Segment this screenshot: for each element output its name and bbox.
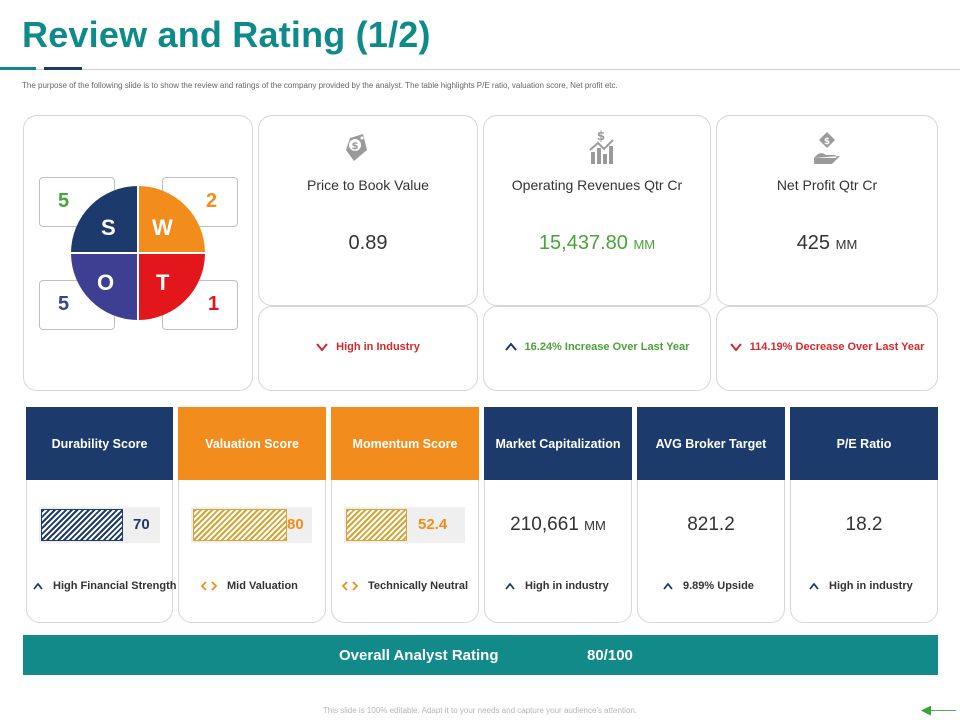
hand-money-icon: $ <box>814 132 840 164</box>
metric-value-operating-revenues: 15,437.80 MM <box>483 232 711 255</box>
overall-rating-bar: Overall Analyst Rating 80/100 <box>23 635 938 675</box>
chevron-up-icon <box>663 582 673 590</box>
operating-revenues-card <box>483 115 711 306</box>
trend-text-price-to-book: High in Industry <box>336 341 420 353</box>
valuation-score-value: 80 <box>287 516 304 533</box>
broker-target-footer-text: 9.89% Upside <box>683 580 754 592</box>
title-divider <box>0 69 960 70</box>
market-cap-unit: MM <box>584 518 606 533</box>
next-slide-arrow-icon[interactable]: —▶ <box>943 702 956 720</box>
svg-text:$: $ <box>824 137 830 147</box>
metric-number-net-profit: 425 <box>796 232 831 254</box>
pe-ratio-footer: High in industry <box>809 580 913 592</box>
svg-text:$: $ <box>597 129 605 143</box>
chevron-up-icon <box>33 582 43 590</box>
net-profit-trend-card <box>716 306 938 391</box>
market-cap-footer-text: High in industry <box>525 580 609 592</box>
chevron-down-icon <box>316 343 328 351</box>
header-momentum-score: Momentum Score <box>331 407 479 480</box>
valuation-footer-text: Mid Valuation <box>227 580 298 592</box>
footer-note: This slide is 100% editable. Adapt it to… <box>322 706 638 715</box>
metric-value-net-profit: 425 MM <box>716 232 938 255</box>
header-broker-target: AVG Broker Target <box>637 407 785 480</box>
code-brackets-icon <box>342 581 358 591</box>
overall-rating-value: 80/100 <box>587 647 633 664</box>
metric-label-price-to-book: Price to Book Value <box>307 177 429 193</box>
swot-circle: S W O T <box>71 186 205 320</box>
swot-letter-o: O <box>97 270 115 295</box>
swot-weakness-value: 2 <box>206 190 218 212</box>
title-accent-teal <box>0 67 36 70</box>
valuation-footer: Mid Valuation <box>201 580 298 592</box>
price-to-book-trend-card <box>258 306 478 391</box>
svg-text:$: $ <box>352 141 359 152</box>
swot-opportunity-value: 5 <box>58 293 70 315</box>
trend-operating-revenues: 16.24% Increase Over Last Year <box>483 341 711 353</box>
momentum-footer: Technically Neutral <box>342 580 468 592</box>
overall-rating-label: Overall Analyst Rating <box>339 647 499 664</box>
momentum-footer-text: Technically Neutral <box>368 580 469 592</box>
chevron-down-icon <box>729 343 742 351</box>
swot-threat-value: 1 <box>208 293 220 315</box>
chevron-up-icon <box>504 343 517 351</box>
swot-letter-s: S <box>101 215 116 240</box>
trend-text-operating-revenues: 16.24% Increase Over Last Year <box>524 341 690 353</box>
header-market-cap: Market Capitalization <box>484 407 632 480</box>
metric-unit-operating-revenues: MM <box>633 237 656 252</box>
valuation-bar-fill <box>193 509 287 541</box>
momentum-bar: 52.4 <box>344 507 465 543</box>
header-pe-ratio: P/E Ratio <box>790 407 938 480</box>
swot-quadrant-weakness <box>138 186 205 253</box>
trend-text-net-profit: 114.19% Decrease Over Last Year <box>749 341 925 353</box>
metric-number-price-to-book: 0.89 <box>348 232 388 254</box>
swot-quadrant-threat <box>138 253 205 320</box>
metric-unit-net-profit: MM <box>835 237 858 252</box>
pe-ratio-value: 18.2 <box>845 514 883 535</box>
market-cap-number: 210,661 <box>510 514 579 535</box>
swot-letter-w: W <box>152 215 173 240</box>
durability-bar-fill <box>41 509 123 541</box>
trend-price-to-book: High in Industry <box>258 341 478 353</box>
swot-letter-t: T <box>156 270 170 295</box>
dollar-chart-icon: $ <box>589 129 614 164</box>
metric-number-operating-revenues: 15,437.80 <box>538 232 628 254</box>
chevron-up-icon <box>809 582 819 590</box>
durability-score-value: 70 <box>133 516 150 533</box>
page-subtitle: The purpose of the following slide is to… <box>22 81 618 90</box>
operating-revenues-trend-card <box>483 306 711 391</box>
market-cap-footer: High in industry <box>505 580 609 592</box>
trend-net-profit: 114.19% Decrease Over Last Year <box>716 341 938 353</box>
swot-quadrant-strength <box>71 186 138 253</box>
swot-strength-value: 5 <box>58 190 70 212</box>
momentum-bar-fill <box>346 509 407 541</box>
title-accent-navy <box>44 67 82 70</box>
metric-label-operating-revenues: Operating Revenues Qtr Cr <box>511 177 683 193</box>
pe-ratio-footer-text: High in industry <box>829 580 913 592</box>
durability-footer: High Financial Strength <box>33 580 176 592</box>
swot-divider-horizontal <box>71 252 205 254</box>
broker-target-value: 821.2 <box>687 514 735 535</box>
chevron-up-icon <box>505 582 515 590</box>
valuation-bar: 80 <box>191 507 312 543</box>
prev-slide-arrow-icon[interactable]: ◀— <box>921 702 944 717</box>
header-valuation-score: Valuation Score <box>178 407 326 480</box>
header-durability-score: Durability Score <box>26 407 173 480</box>
durability-bar: 70 <box>39 507 160 543</box>
metric-value-price-to-book: 0.89 <box>258 232 478 255</box>
page-title: Review and Rating (1/2) <box>22 14 431 55</box>
swot-quadrant-opportunity <box>71 253 138 320</box>
code-brackets-icon <box>201 581 217 591</box>
price-to-book-card <box>258 115 478 306</box>
market-cap-value: 210,661 MM <box>484 514 632 536</box>
momentum-score-value: 52.4 <box>418 516 448 533</box>
money-tag-icon: $ <box>346 134 367 161</box>
broker-target-footer: 9.89% Upside <box>663 580 754 592</box>
metric-label-net-profit: Net Profit Qtr Cr <box>776 177 878 193</box>
durability-footer-text: High Financial Strength <box>53 580 177 592</box>
